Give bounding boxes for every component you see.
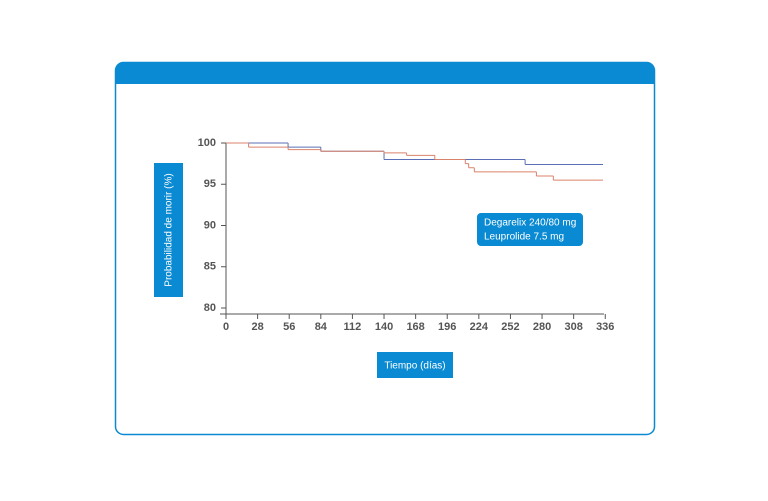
y-tick-label: 90 bbox=[204, 219, 216, 231]
x-tick-label: 84 bbox=[315, 321, 328, 333]
x-tick-label: 28 bbox=[251, 321, 263, 333]
legend-box bbox=[477, 213, 583, 246]
x-tick-label: 56 bbox=[283, 321, 295, 333]
legend-entry: Leuprolide 7.5 mg bbox=[484, 232, 564, 243]
card-header bbox=[115, 62, 655, 84]
x-tick-label: 112 bbox=[344, 321, 362, 333]
x-tick-label: 308 bbox=[564, 321, 582, 333]
x-tick-label: 0 bbox=[223, 321, 229, 333]
y-tick-label: 80 bbox=[204, 302, 216, 314]
x-label-box bbox=[377, 352, 453, 378]
y-tick-label: 85 bbox=[204, 261, 216, 273]
x-tick-label: 168 bbox=[406, 321, 424, 333]
x-tick-label: 280 bbox=[533, 321, 551, 333]
x-tick-label: 252 bbox=[501, 321, 519, 333]
y-tick-label: 100 bbox=[198, 137, 216, 149]
x-axis-label: Tiempo (días) bbox=[384, 361, 445, 372]
x-tick-label: 224 bbox=[470, 321, 489, 333]
x-tick-label: 336 bbox=[596, 321, 614, 333]
x-tick-label: 196 bbox=[438, 321, 456, 333]
y-axis-label: Probabilidad de morir (%) bbox=[164, 173, 175, 286]
card bbox=[114, 61, 656, 436]
y-label-box bbox=[154, 163, 183, 297]
legend-entry: Degarelix 240/80 mg bbox=[484, 218, 576, 229]
y-tick-label: 95 bbox=[204, 178, 216, 190]
x-tick-label: 140 bbox=[375, 321, 393, 333]
